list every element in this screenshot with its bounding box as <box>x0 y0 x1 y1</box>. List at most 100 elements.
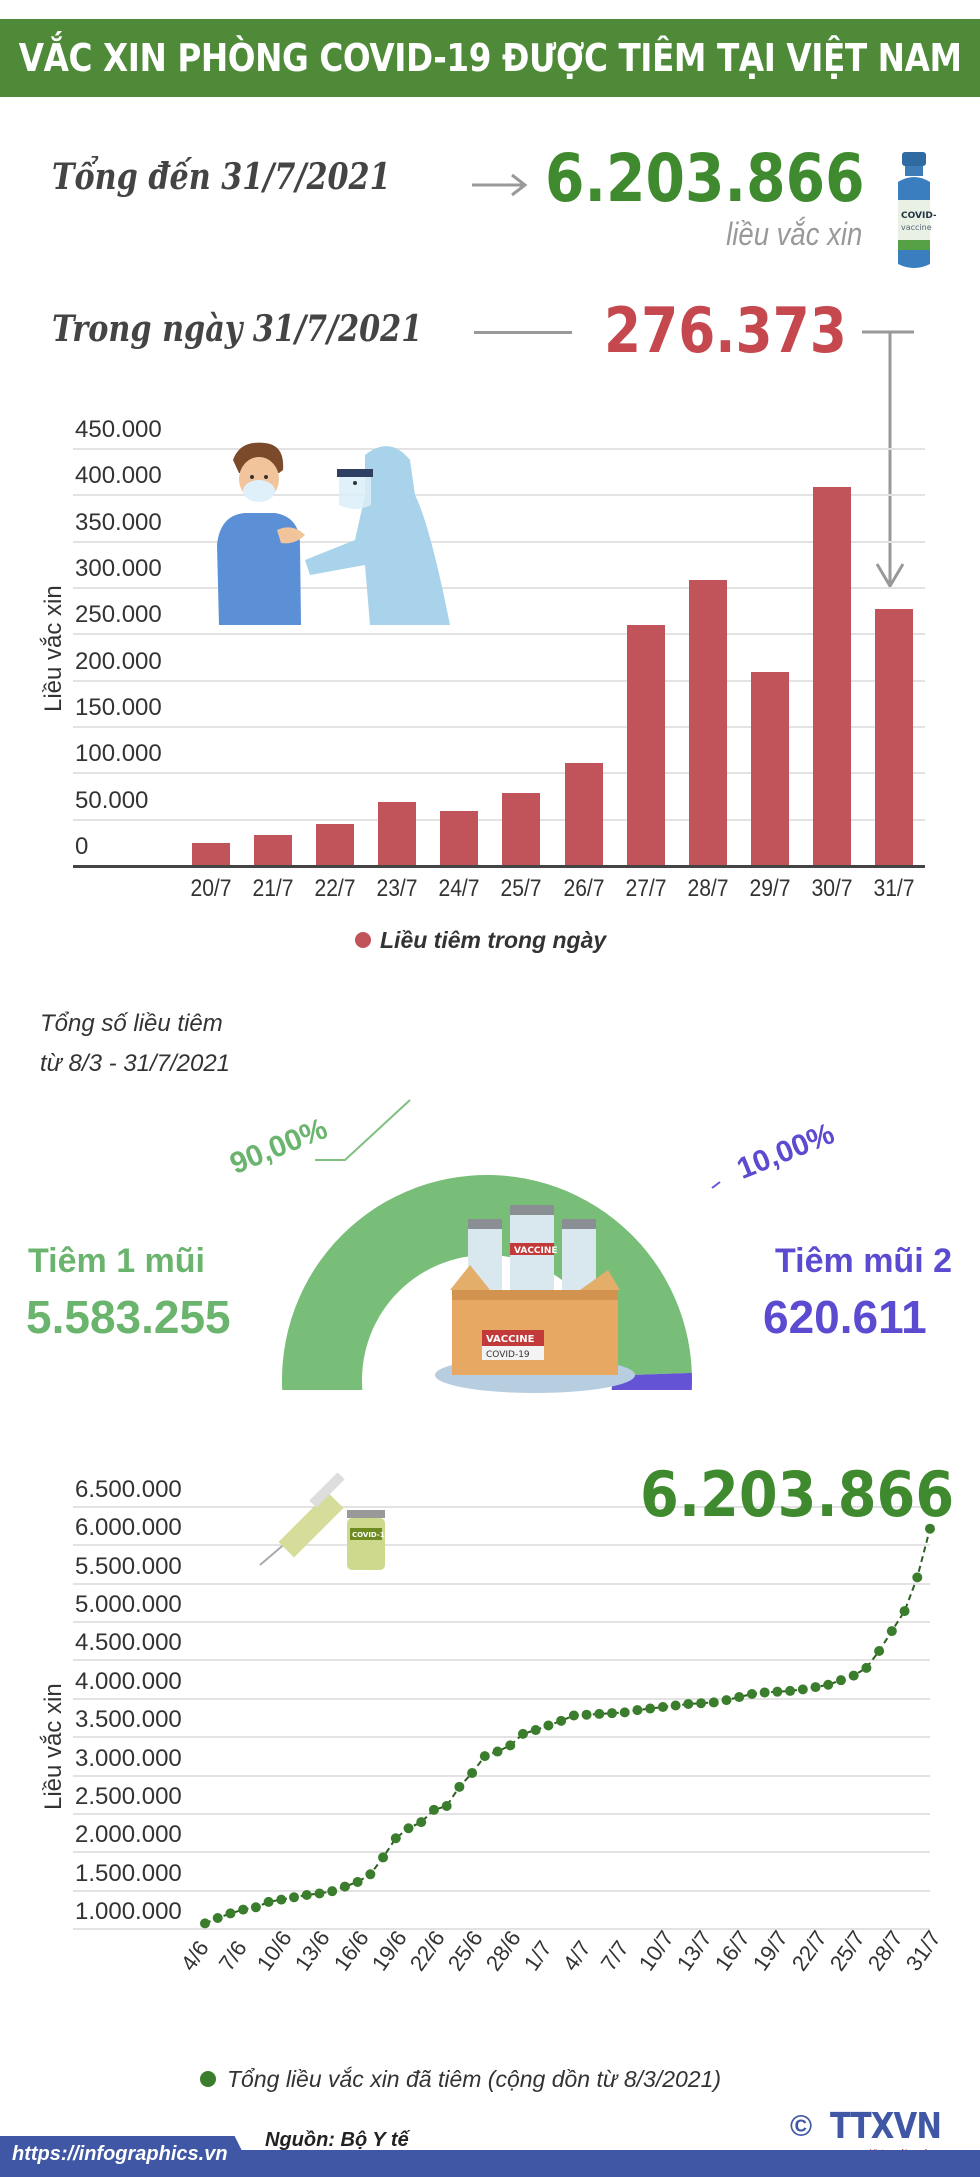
data-point <box>797 1684 808 1695</box>
data-point <box>378 1852 389 1863</box>
footer-url-tab <box>0 2136 255 2177</box>
legend-label-cumulative: Tổng liều vắc xin đã tiêm (cộng dồn từ 8… <box>227 2066 722 2092</box>
gridline <box>73 633 925 636</box>
box-label-covid: COVID-19 <box>486 1350 530 1360</box>
data-point <box>874 1646 885 1657</box>
bar-29-7 <box>750 672 789 865</box>
data-point <box>416 1817 427 1828</box>
data-point <box>670 1700 681 1711</box>
arrow-right-icon <box>472 173 528 197</box>
data-point <box>556 1715 567 1726</box>
gridline <box>73 1774 930 1777</box>
cumulative-line-chart: Liều vắc xin 6.500.000 6.000.000 5.500.000… <box>0 1440 980 2000</box>
data-point <box>886 1626 897 1637</box>
x-axis-line <box>73 865 925 868</box>
x-tick-label: 22/7 <box>314 875 356 902</box>
data-point <box>925 1523 935 1534</box>
y-tick-label: 200.000 <box>75 647 162 675</box>
data-point <box>352 1876 363 1887</box>
data-point <box>314 1888 325 1899</box>
data-point <box>390 1833 401 1844</box>
box-label-vaccine: VACCINE <box>486 1334 535 1345</box>
svg-text:VACCINE: VACCINE <box>514 1246 558 1256</box>
data-point <box>238 1904 249 1915</box>
data-point <box>823 1679 834 1690</box>
y-tick-label: 4.000.000 <box>75 1667 182 1695</box>
data-point <box>861 1662 872 1673</box>
bar-23-7 <box>378 801 417 865</box>
data-point <box>848 1670 859 1681</box>
gridline <box>73 1928 930 1930</box>
data-point <box>683 1698 694 1709</box>
copyright-icon: © <box>790 2110 813 2143</box>
gridline <box>73 1889 930 1892</box>
gridline <box>73 1812 930 1815</box>
data-point <box>339 1881 350 1892</box>
y-tick-label: 3.000.000 <box>75 1744 182 1772</box>
bar-21-7 <box>254 835 293 865</box>
data-point <box>912 1572 923 1583</box>
dose2-value: 620.611 <box>763 1291 927 1343</box>
cumulative-callout: 6.203.866 <box>640 1458 955 1531</box>
doses-caption-2: từ 8/3 - 31/7/2021 <box>40 1050 231 1077</box>
y-axis-label: Liều vắc xin <box>40 585 67 712</box>
y-tick-label: 3.500.000 <box>75 1706 182 1734</box>
y-tick-label: 350.000 <box>75 508 162 536</box>
data-point <box>645 1703 656 1714</box>
y-tick-label: 2.000.000 <box>75 1821 182 1849</box>
x-tick-label: 24/7 <box>438 875 480 902</box>
gridline <box>73 540 925 543</box>
y-tick-label: 250.000 <box>75 601 162 629</box>
data-point <box>696 1698 707 1709</box>
arrow-down-icon <box>862 330 914 589</box>
syringe-vial-icon: COVID-19 <box>259 1472 390 1570</box>
gridline <box>73 1544 930 1547</box>
x-tick-label: 29/7 <box>749 875 791 902</box>
data-point <box>467 1768 478 1779</box>
data-point <box>568 1710 579 1721</box>
svg-text:COVID-19: COVID-19 <box>901 211 936 221</box>
x-tick-label: 25/7 <box>500 875 543 902</box>
data-point <box>543 1720 554 1731</box>
data-point <box>619 1707 630 1718</box>
gridline <box>73 1697 930 1700</box>
bar-24-7 <box>440 811 479 865</box>
cumulative-line <box>200 1523 935 1929</box>
data-point <box>721 1695 732 1706</box>
daily-label: Trong ngày 31/7/2021 <box>52 308 423 350</box>
data-point <box>289 1892 300 1903</box>
ttxvn-logo: TTXVN <box>830 2106 942 2147</box>
x-tick-label: 31/7 <box>873 875 915 902</box>
total-unit: liều vắc xin <box>725 216 862 252</box>
y-tick-label: 1.000.000 <box>75 1898 182 1925</box>
data-point <box>785 1685 796 1696</box>
data-point <box>835 1675 846 1686</box>
gridline <box>73 679 925 682</box>
x-tick-label: 20/7 <box>190 875 232 902</box>
data-point <box>734 1692 745 1703</box>
source-url-link[interactable]: https://infographics.vn <box>12 2143 228 2165</box>
bar-22-7 <box>316 824 355 865</box>
gridline <box>73 772 925 775</box>
gridline <box>73 448 925 450</box>
gridline <box>73 587 925 589</box>
bar-27-7 <box>626 624 665 865</box>
data-point <box>250 1902 261 1913</box>
y-tick-label: 1.500.000 <box>75 1859 182 1887</box>
data-point <box>327 1886 338 1897</box>
data-point <box>530 1725 541 1736</box>
dose1-label: Tiêm 1 mũi <box>28 1242 205 1280</box>
data-point <box>581 1709 592 1720</box>
bar-30-7 <box>812 486 851 865</box>
data-point <box>428 1804 439 1815</box>
data-point <box>607 1708 618 1719</box>
y-tick-label: 4.500.000 <box>75 1629 182 1657</box>
bar-26-7 <box>564 763 603 865</box>
y-tick-label: 5.000.000 <box>75 1591 182 1619</box>
y-tick-label: 2.500.000 <box>75 1782 182 1810</box>
gridline <box>73 1659 930 1662</box>
bar-20-7 <box>192 842 231 865</box>
data-point <box>200 1918 210 1929</box>
data-point <box>810 1682 821 1693</box>
connector-line <box>474 331 572 334</box>
